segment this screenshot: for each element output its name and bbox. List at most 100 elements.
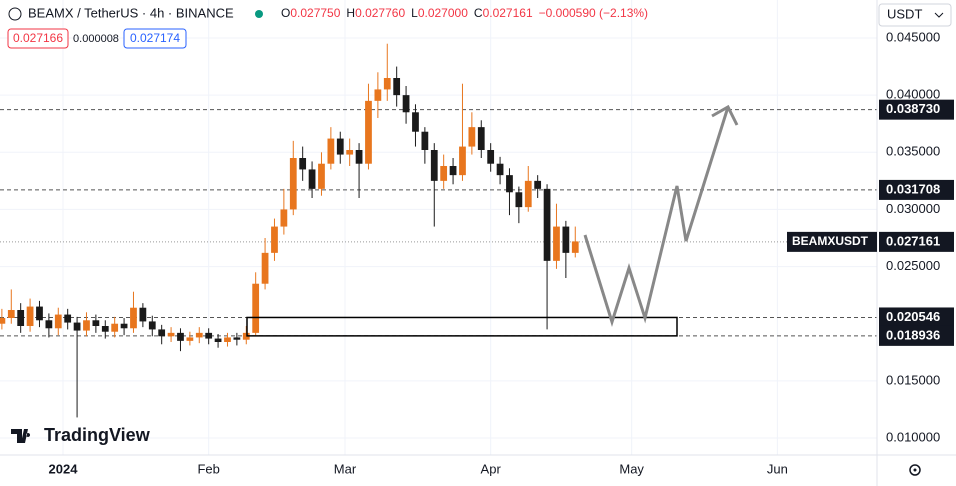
x-tick-label: 2024 [49, 461, 79, 476]
brand-logo [11, 429, 31, 443]
market-status [255, 10, 263, 18]
candle-body [327, 138, 335, 164]
legend: BEAMX / TetherUS · 4h · BINANCE O0.02775… [4, 3, 648, 49]
candle-body [571, 241, 579, 253]
y-tick-label: 0.030000 [886, 201, 940, 216]
level-label: 0.031708 [886, 181, 940, 196]
candle-body [374, 89, 382, 101]
candle-body [534, 180, 542, 189]
candle-body [402, 95, 410, 113]
candle-body [224, 337, 231, 342]
candle-body [54, 314, 62, 329]
candle-body [562, 226, 570, 253]
level-label-box [879, 179, 954, 200]
last-price-name: BEAMXUSDT [792, 234, 869, 248]
legend-bg [4, 3, 10, 23]
last-price-box [879, 231, 954, 252]
candle-body [17, 310, 25, 326]
y-tick-label: 0.015000 [886, 372, 940, 387]
candle-body [477, 127, 485, 150]
candle-body [271, 226, 278, 253]
candle-body [383, 78, 391, 90]
candle-body [101, 326, 109, 332]
candle-body [261, 252, 269, 284]
candle-body [120, 323, 128, 329]
x-tick-label: Jun [767, 461, 788, 476]
ohlc-value: 0.027161 [483, 6, 533, 20]
candle-body [111, 323, 119, 332]
axes: 0.045000 0.040000 0.035000 0.030000 0.025000… [49, 29, 954, 476]
candle-body [83, 320, 90, 331]
candle-body [205, 332, 213, 339]
spread: 0.000008 [73, 33, 119, 45]
ohlc: O0.027750 H0.027760 L0.027000 C0.027161 −0.0… [281, 6, 648, 20]
grid [0, 0, 877, 455]
dropdown-caret[interactable] [934, 12, 944, 18]
candle-body [496, 163, 504, 176]
ask: 0.027174 [130, 31, 180, 45]
y-tick-label: 0.040000 [886, 87, 940, 102]
candle-body [73, 322, 81, 331]
y-tick-label: 0.025000 [886, 258, 940, 273]
zone-box [246, 316, 678, 337]
x-tick-label: Apr [481, 461, 502, 476]
last-price-name-box [787, 231, 877, 252]
ohlc-key: O [281, 6, 290, 20]
x-tick-label: May [619, 461, 644, 476]
candle-body [299, 158, 307, 170]
candle-body [346, 150, 354, 155]
candle-body [459, 146, 466, 176]
candle-body [365, 100, 372, 164]
candle-body [45, 320, 53, 329]
ask-box [123, 28, 187, 49]
settings-icon[interactable] [909, 464, 921, 476]
candle-body [233, 337, 241, 340]
last-price-label: 0.027161 [886, 233, 940, 248]
candle-body [393, 78, 401, 96]
level-label-box [879, 99, 954, 120]
candle-body [139, 307, 147, 322]
candle-body [148, 321, 156, 330]
candle-body [130, 307, 137, 329]
candle-body [421, 131, 429, 150]
candle-body [449, 166, 457, 176]
candle-body [553, 226, 560, 261]
candle-body [36, 306, 43, 321]
symbol: BEAMX / TetherUS · 4h · BINANCE [28, 5, 234, 20]
ohlc-value: 0.027760 [355, 6, 405, 20]
level-label: 0.020546 [886, 309, 940, 324]
candle-body [318, 163, 325, 189]
candle-body [440, 166, 448, 181]
brand: TradingView [11, 425, 151, 445]
x-tick-label: Feb [197, 461, 219, 476]
candle-body [64, 314, 72, 323]
currency-box[interactable] [878, 3, 952, 27]
currency-dropdown[interactable]: USDT [878, 3, 952, 27]
bid-box [7, 28, 69, 49]
candle-body [336, 138, 344, 155]
candle-body [167, 332, 175, 337]
settings[interactable] [909, 464, 921, 476]
settings-icon-core[interactable] [913, 468, 917, 472]
x-tick-label: Mar [334, 461, 357, 476]
level-label: 0.018936 [886, 327, 940, 342]
ohlc-value: 0.027000 [418, 6, 468, 20]
candle-body [515, 192, 523, 208]
y-tick-label: 0.010000 [886, 429, 940, 444]
candle-body [177, 332, 184, 341]
y-tick-label: 0.035000 [886, 144, 940, 159]
candles [0, 43, 579, 418]
level-label-box [879, 307, 954, 328]
candle-body [289, 158, 297, 210]
candle-body [543, 188, 551, 261]
candle-body [186, 337, 194, 341]
candle-body [430, 150, 438, 181]
candle-body [280, 209, 288, 227]
candle-body [308, 169, 316, 189]
projection-path [583, 106, 730, 328]
currency[interactable]: USDT [887, 6, 922, 21]
candle-body [355, 150, 363, 164]
candle-body [412, 112, 419, 132]
candle-body [214, 338, 222, 342]
candle-body [487, 150, 495, 164]
